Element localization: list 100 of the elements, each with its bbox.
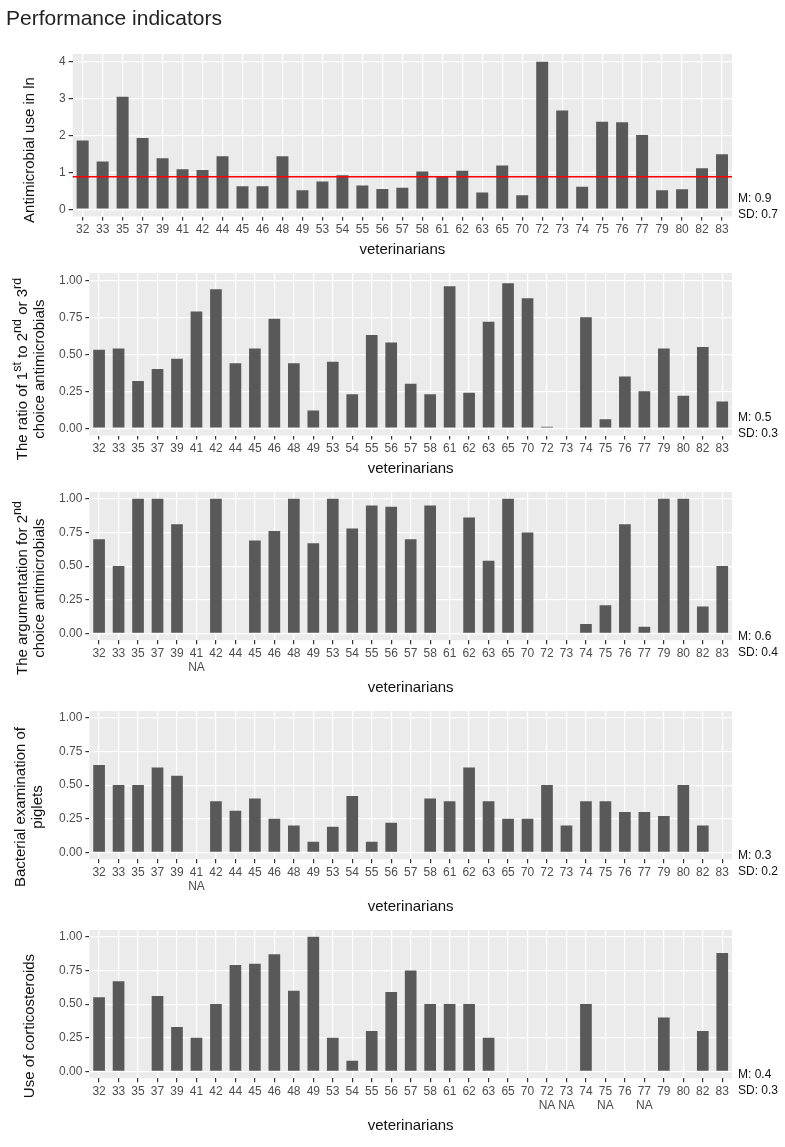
bar — [638, 812, 651, 852]
bar — [112, 566, 125, 633]
x-tick-label: 56 — [384, 1083, 399, 1098]
bar — [599, 801, 612, 852]
bar — [463, 392, 475, 428]
bar — [93, 349, 105, 428]
x-tick-label: 75 — [598, 864, 613, 879]
x-tick-label: 46 — [267, 864, 282, 879]
bar — [93, 764, 105, 852]
bar — [268, 531, 281, 633]
x-tick-label: 62 — [462, 645, 477, 660]
bar — [132, 498, 144, 633]
bar — [424, 1004, 436, 1071]
bar — [521, 532, 534, 633]
x-tick-label: 46 — [267, 1083, 282, 1098]
x-tick-label: 61 — [442, 1083, 457, 1098]
x-tick-label: 63 — [475, 222, 490, 237]
x-tick-label: 42 — [209, 1083, 223, 1098]
bar — [716, 566, 729, 633]
bar — [132, 785, 144, 852]
x-tick-label: 56 — [384, 864, 399, 879]
bar — [536, 61, 549, 209]
x-tick-label: 61 — [435, 222, 450, 237]
x-axis-title: veterinarians — [367, 459, 454, 477]
x-tick-label: 57 — [404, 1083, 418, 1098]
x-tick-label: 55 — [365, 645, 379, 660]
bar — [596, 121, 609, 209]
x-tick-label: 53 — [326, 645, 340, 660]
bar — [496, 165, 509, 209]
bar — [365, 841, 378, 852]
bar — [404, 539, 417, 633]
bar — [482, 1037, 495, 1071]
bar — [136, 137, 149, 209]
bar — [112, 981, 125, 1071]
x-tick-label: 70 — [515, 222, 530, 237]
x-tick-label: 44 — [228, 645, 243, 660]
x-tick-label: 55 — [365, 864, 379, 879]
x-tick-label: 62 — [462, 441, 477, 456]
x-tick-label: 45 — [235, 222, 250, 237]
x-tick-label: 39 — [170, 441, 184, 456]
bar — [365, 1031, 378, 1071]
x-tick-label: 76 — [618, 645, 632, 660]
bar — [677, 498, 690, 633]
y-axis-title: Antimicrobial use in ln — [19, 75, 37, 225]
y-tick-label: 0.00 — [59, 420, 83, 435]
bar — [151, 498, 164, 633]
y-tick-label: 1.00 — [59, 929, 83, 944]
bar — [116, 96, 129, 209]
x-tick-label: 79 — [657, 864, 671, 879]
y-tick-label: 0.75 — [59, 524, 83, 539]
bar — [424, 505, 436, 633]
bar — [210, 289, 222, 428]
x-tick-label: 77 — [637, 441, 652, 456]
x-axis-title: veterinarians — [367, 678, 454, 696]
x-tick-label: 58 — [423, 441, 438, 456]
bar — [156, 158, 169, 209]
bar — [229, 965, 242, 1071]
x-tick-label: 37 — [150, 864, 165, 879]
bar — [171, 524, 183, 633]
bar — [404, 970, 417, 1071]
bar — [580, 317, 592, 428]
x-tick-label: 65 — [501, 645, 516, 660]
bar — [346, 795, 359, 852]
bar — [599, 419, 612, 428]
x-tick-label: 75 — [598, 645, 613, 660]
bar — [396, 187, 409, 209]
x-axis-title: veterinarians — [367, 1116, 454, 1134]
bar — [516, 195, 529, 209]
bar — [249, 963, 261, 1071]
bar — [541, 785, 553, 852]
bar — [316, 181, 329, 209]
bar — [287, 825, 300, 852]
x-tick-label: 48 — [287, 645, 301, 660]
bar — [443, 286, 456, 428]
x-tick-label: 58 — [423, 1083, 438, 1098]
x-tick-label: 62 — [462, 1083, 477, 1098]
x-tick-label: 41 — [189, 441, 204, 456]
x-tick-label: 75 NA — [597, 1083, 614, 1113]
bar — [658, 816, 670, 852]
bar — [521, 298, 534, 428]
x-tick-label: 33 — [111, 645, 126, 660]
bar — [132, 380, 144, 428]
x-tick-label: 61 — [442, 441, 457, 456]
bar — [696, 346, 709, 428]
x-tick-label: 32 — [92, 645, 107, 660]
x-tick-label: 49 — [295, 222, 310, 237]
bar — [482, 560, 495, 633]
bar — [307, 841, 320, 852]
y-axis-title: Use of corticosteroids — [19, 952, 37, 1100]
y-tick-label: 1 — [58, 164, 66, 179]
x-tick-label: 44 — [228, 441, 243, 456]
bar — [93, 539, 105, 633]
x-tick-label: 79 — [655, 222, 670, 237]
bar — [656, 190, 669, 209]
bar — [580, 624, 592, 633]
bar — [502, 283, 514, 428]
text: SD: 0.4 — [738, 644, 780, 660]
x-tick-label: 35 — [131, 645, 146, 660]
y-tick-label: 0.00 — [59, 1063, 83, 1078]
x-tick-label: 77 NA — [636, 1083, 653, 1113]
